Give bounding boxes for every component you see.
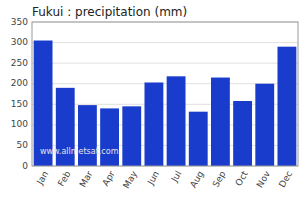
bar	[277, 47, 296, 166]
x-tick-label: Oct	[233, 169, 250, 188]
bar	[78, 105, 97, 166]
y-tick-label: 350	[11, 17, 28, 27]
x-tick-label: Feb	[56, 169, 73, 188]
y-tick-label: 50	[17, 140, 29, 150]
x-tick-label: May	[121, 169, 139, 191]
grid-line	[32, 63, 298, 64]
bar	[189, 112, 208, 166]
watermark: www.allmetsat.com	[40, 147, 119, 156]
x-tick-label: Jan	[34, 169, 50, 187]
grid-line	[32, 42, 298, 43]
bar	[211, 78, 230, 166]
y-tick-label: 300	[11, 37, 28, 47]
bar	[255, 84, 274, 166]
x-tick-label: Sep	[211, 169, 228, 189]
y-tick-label: 250	[11, 58, 28, 68]
x-tick-label: Apr	[100, 169, 117, 188]
x-tick-label: Jun	[145, 169, 161, 187]
y-tick-label: 100	[11, 119, 28, 129]
y-tick-label: 200	[11, 78, 28, 88]
x-tick-label: Nov	[255, 169, 273, 190]
x-tick-label: Aug	[188, 169, 205, 189]
chart-container: 0 50 100 150 200 250 300 350 Jan Feb Mar AprMay Jun J…	[0, 0, 306, 200]
y-tick-label: 0	[22, 161, 28, 171]
bars	[34, 41, 297, 166]
bar	[100, 108, 119, 166]
bar	[122, 106, 141, 166]
plot-frame	[32, 22, 298, 166]
title: Fukui : precipitation (mm)	[32, 5, 187, 19]
chart-svg: 0 50 100 150 200 250 300 350 Jan Feb Mar AprMay Jun J…	[0, 0, 306, 200]
x-tick-label: Jul	[169, 169, 184, 184]
y-tick-label: 150	[11, 99, 28, 109]
x-tick-label: Dec	[277, 169, 294, 189]
bar	[167, 76, 186, 166]
x-tick-label: Mar	[78, 169, 95, 189]
bar	[144, 82, 163, 166]
bar	[233, 101, 252, 166]
